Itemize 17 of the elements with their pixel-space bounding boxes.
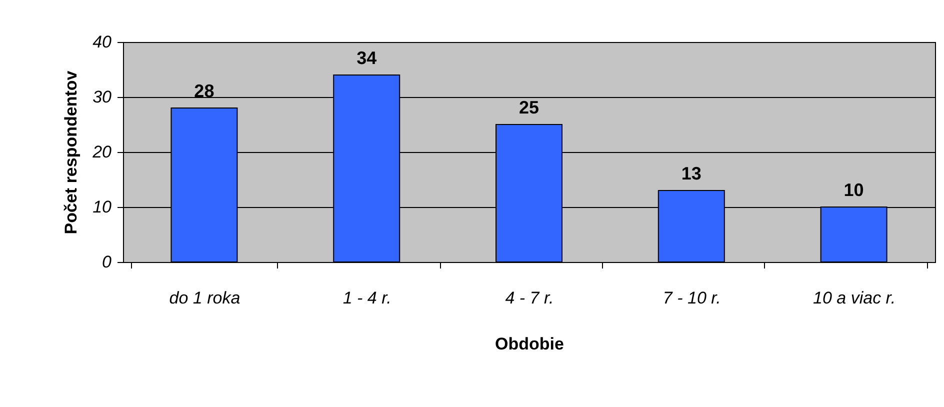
x-tick-label: 4 - 7 r. — [505, 288, 554, 308]
x-tick-label: 1 - 4 r. — [342, 288, 392, 308]
x-tick-label: do 1 roka — [169, 288, 240, 308]
y-tick-label: 10 — [92, 198, 112, 216]
data-label: 13 — [681, 164, 702, 184]
y-axis-title: Počet respondentov — [62, 70, 81, 234]
y-tick-label: 30 — [92, 88, 112, 106]
x-axis-title: Obdobie — [495, 334, 564, 354]
data-label: 28 — [194, 81, 214, 101]
x-tick-label: 10 a viac r. — [813, 288, 896, 308]
data-label: 25 — [518, 98, 540, 118]
y-tick-label: 20 — [92, 142, 112, 162]
y-tick-label: 40 — [92, 32, 112, 52]
y-tick-label: 0 — [102, 252, 112, 272]
data-label: 34 — [356, 48, 377, 68]
data-label: 10 — [844, 180, 864, 200]
x-tick-label: 7 - 10 r. — [662, 288, 721, 308]
